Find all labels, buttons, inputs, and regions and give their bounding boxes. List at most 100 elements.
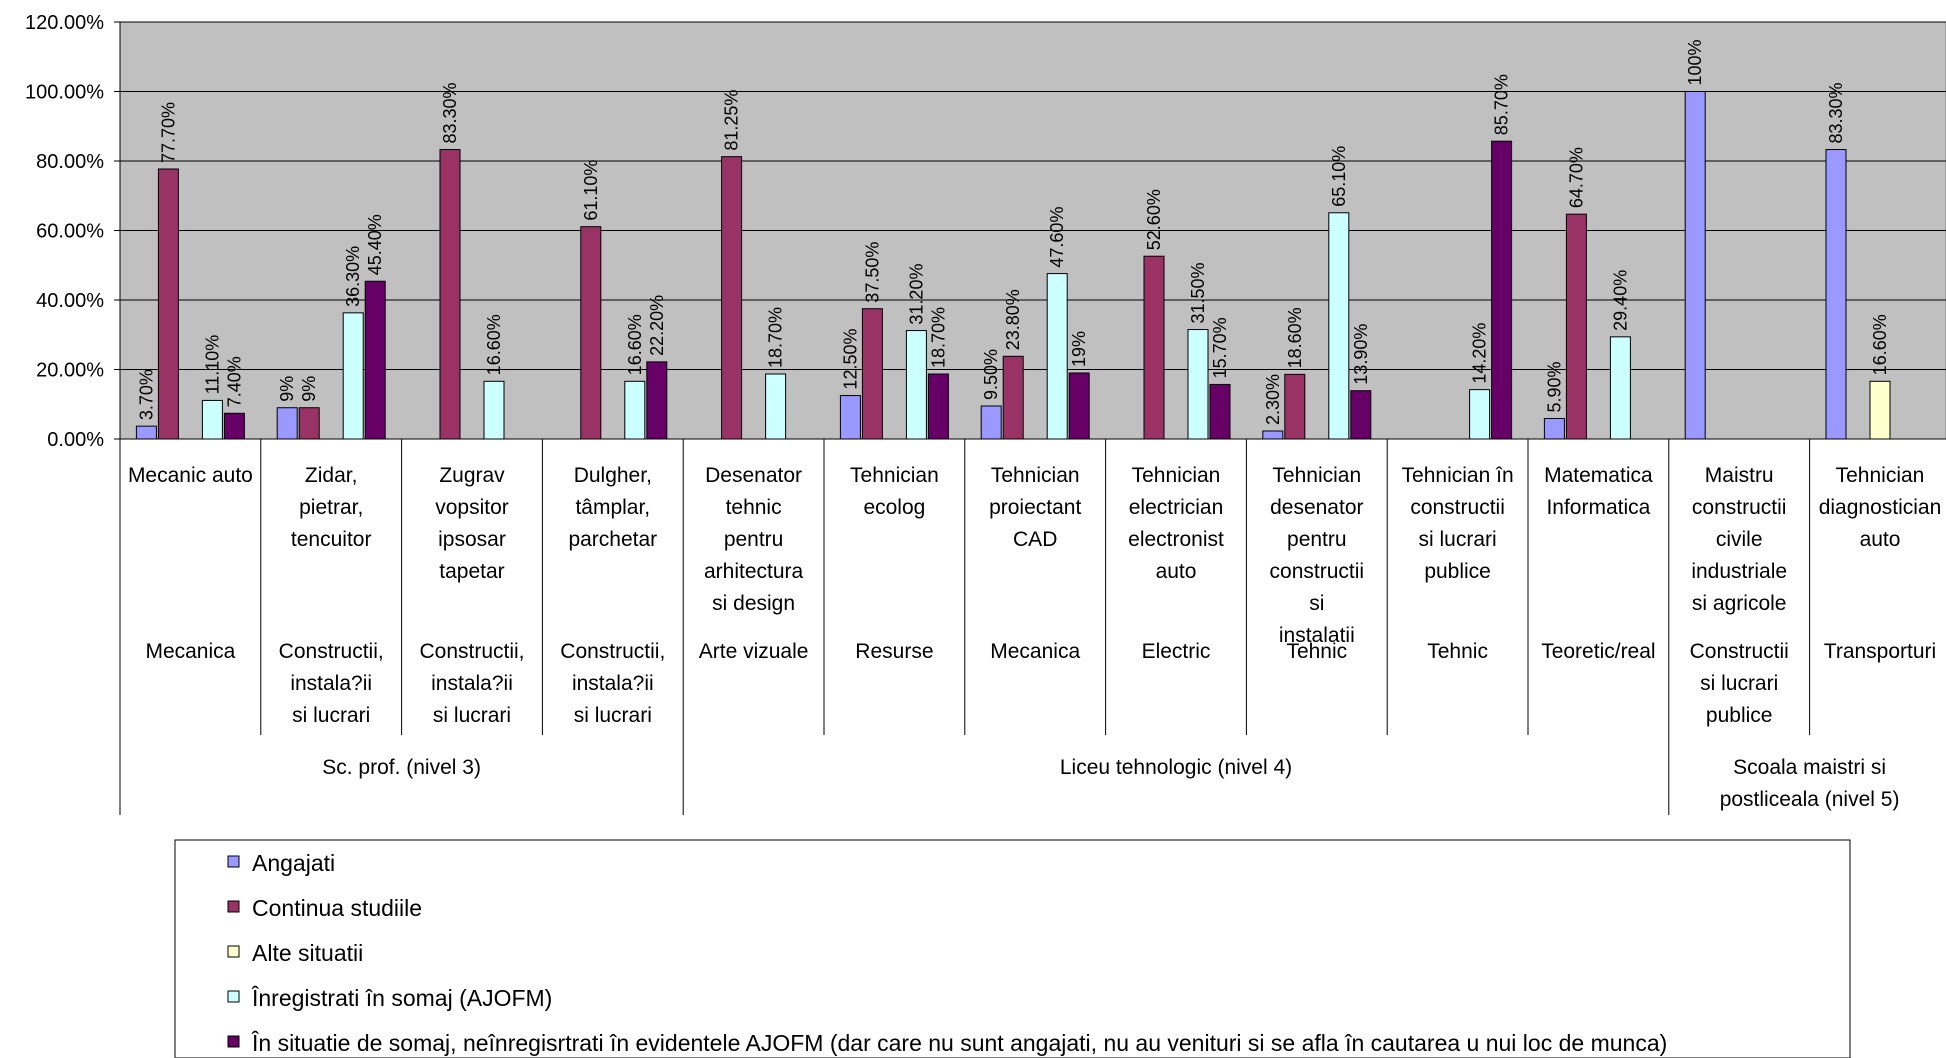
legend-label: Angajati xyxy=(252,850,335,876)
category-label: Mecanic auto xyxy=(128,464,253,487)
bar xyxy=(1565,213,1587,440)
category-domain-label: Constructii, instala?ii si lucrari xyxy=(279,640,384,727)
category-domain-label: Tehnic xyxy=(1286,640,1347,663)
category-domain-label: Constructii si lucrari publice xyxy=(1690,640,1789,727)
category-label: Tehnician desenator pentru constructii si ins… xyxy=(1270,464,1365,647)
data-label: 47.60% xyxy=(1047,207,1067,268)
bar xyxy=(276,407,298,440)
bar xyxy=(1469,389,1491,440)
bar xyxy=(298,407,320,440)
data-label: 36.30% xyxy=(343,246,363,307)
bar xyxy=(1869,380,1891,440)
data-label: 18.70% xyxy=(766,307,786,368)
bar xyxy=(861,308,883,440)
data-label: 31.20% xyxy=(906,264,926,325)
category-domain-label: Arte vizuale xyxy=(699,640,809,663)
y-tick-label: 20.00% xyxy=(36,360,104,382)
category-label: Zugrav vopsitor ipsosar tapetar xyxy=(435,464,509,583)
bar xyxy=(483,380,505,440)
legend-swatch xyxy=(227,990,240,1003)
bar xyxy=(439,149,461,440)
data-label: 16.60% xyxy=(1870,314,1890,375)
legend-swatch xyxy=(227,855,240,868)
bar xyxy=(839,395,861,440)
category-domain-label: Resurse xyxy=(855,640,933,663)
bar xyxy=(364,280,386,440)
data-label: 7.40% xyxy=(224,356,244,407)
data-label: 19% xyxy=(1069,331,1089,367)
bar xyxy=(135,425,157,440)
legend: Angajati Continua studiile Alte situatii În… xyxy=(174,839,1851,1058)
category-domain-label: Constructii, instala?ii si lucrari xyxy=(419,640,524,727)
bar xyxy=(1068,372,1090,440)
data-label: 16.60% xyxy=(625,314,645,375)
bar xyxy=(980,405,1002,440)
category-label: Tehnician ecolog xyxy=(850,464,939,519)
bar xyxy=(1684,91,1706,440)
data-label: 11.10% xyxy=(202,335,222,395)
legend-swatch xyxy=(227,900,240,913)
data-label: 65.10% xyxy=(1329,146,1349,207)
bar xyxy=(1350,390,1372,440)
data-label: 52.60% xyxy=(1144,189,1164,250)
data-label: 31.50% xyxy=(1188,262,1208,323)
bar xyxy=(1262,430,1284,440)
bars: 3.70% 77.70% 11.10% 7.40% 9% 9% 36.30%45.40% 83… xyxy=(135,39,1891,440)
data-label: 3.70% xyxy=(136,369,156,420)
category-label: Maistru constructii civile industriale si ag… xyxy=(1691,464,1787,615)
category-domain-label: Transporturi xyxy=(1824,640,1936,663)
bar xyxy=(201,399,223,440)
data-label: 100% xyxy=(1685,39,1705,85)
bar xyxy=(1187,329,1209,440)
y-tick-label: 100.00% xyxy=(25,82,104,104)
bar xyxy=(1543,417,1565,440)
category-label: Zidar, pietrar, tencuitor xyxy=(291,464,372,551)
bar xyxy=(646,361,668,440)
legend-label: Alte situatii xyxy=(252,940,363,966)
data-label: 9% xyxy=(299,376,319,402)
data-label: 23.80% xyxy=(1003,289,1023,350)
data-label: 9.50% xyxy=(981,349,1001,400)
data-label: 2.30% xyxy=(1263,374,1283,425)
bar xyxy=(1609,336,1631,440)
data-label: 9% xyxy=(277,376,297,402)
category-label: Tehnician electrician electronist auto xyxy=(1128,464,1224,583)
level-group-label: Scoala maistri si postliceala (nivel 5) xyxy=(1720,756,1900,811)
category-domain-label: Tehnic xyxy=(1427,640,1488,663)
category-domain-label: Mecanica xyxy=(145,640,235,663)
data-label: 64.70% xyxy=(1566,147,1586,208)
bar xyxy=(1284,373,1306,440)
data-label: 14.20% xyxy=(1470,323,1490,384)
bar xyxy=(1209,383,1231,440)
bar xyxy=(1143,255,1165,440)
legend-label: Continua studiile xyxy=(252,895,422,921)
y-tick-label: 40.00% xyxy=(36,290,104,312)
data-label: 77.70% xyxy=(158,102,178,163)
legend-swatch xyxy=(227,1035,240,1048)
data-label: 83.30% xyxy=(1826,82,1846,143)
legend-label: În situatie de somaj, neînregisrtrati în… xyxy=(251,1030,1667,1056)
category-domain-label: Electric xyxy=(1142,640,1211,663)
y-tick-label: 80.00% xyxy=(36,151,104,173)
y-axis-tick-labels: 0.00% 20.00% 40.00% 60.00% 80.00% 100.00% 120.… xyxy=(25,12,104,451)
data-label: 22.20% xyxy=(647,295,667,356)
bar xyxy=(721,156,743,440)
category-label: Dulgher, tâmplar, parchetar xyxy=(568,464,657,551)
bar xyxy=(1491,140,1513,440)
y-tick-label: 0.00% xyxy=(47,429,104,451)
data-label: 18.60% xyxy=(1285,307,1305,368)
data-label: 12.50% xyxy=(840,329,860,390)
bar xyxy=(1825,149,1847,440)
data-label: 61.10% xyxy=(581,160,601,221)
data-label: 45.40% xyxy=(365,214,385,275)
y-tick-label: 60.00% xyxy=(36,221,104,243)
bar xyxy=(223,412,245,440)
data-label: 15.70% xyxy=(1210,317,1230,378)
bar xyxy=(765,373,787,440)
bar xyxy=(580,226,602,440)
data-label: 5.90% xyxy=(1544,361,1564,412)
category-label: Desenator tehnic pentru arhitectura si desig… xyxy=(704,464,804,615)
data-label: 37.50% xyxy=(862,242,882,303)
bar xyxy=(1046,273,1068,440)
